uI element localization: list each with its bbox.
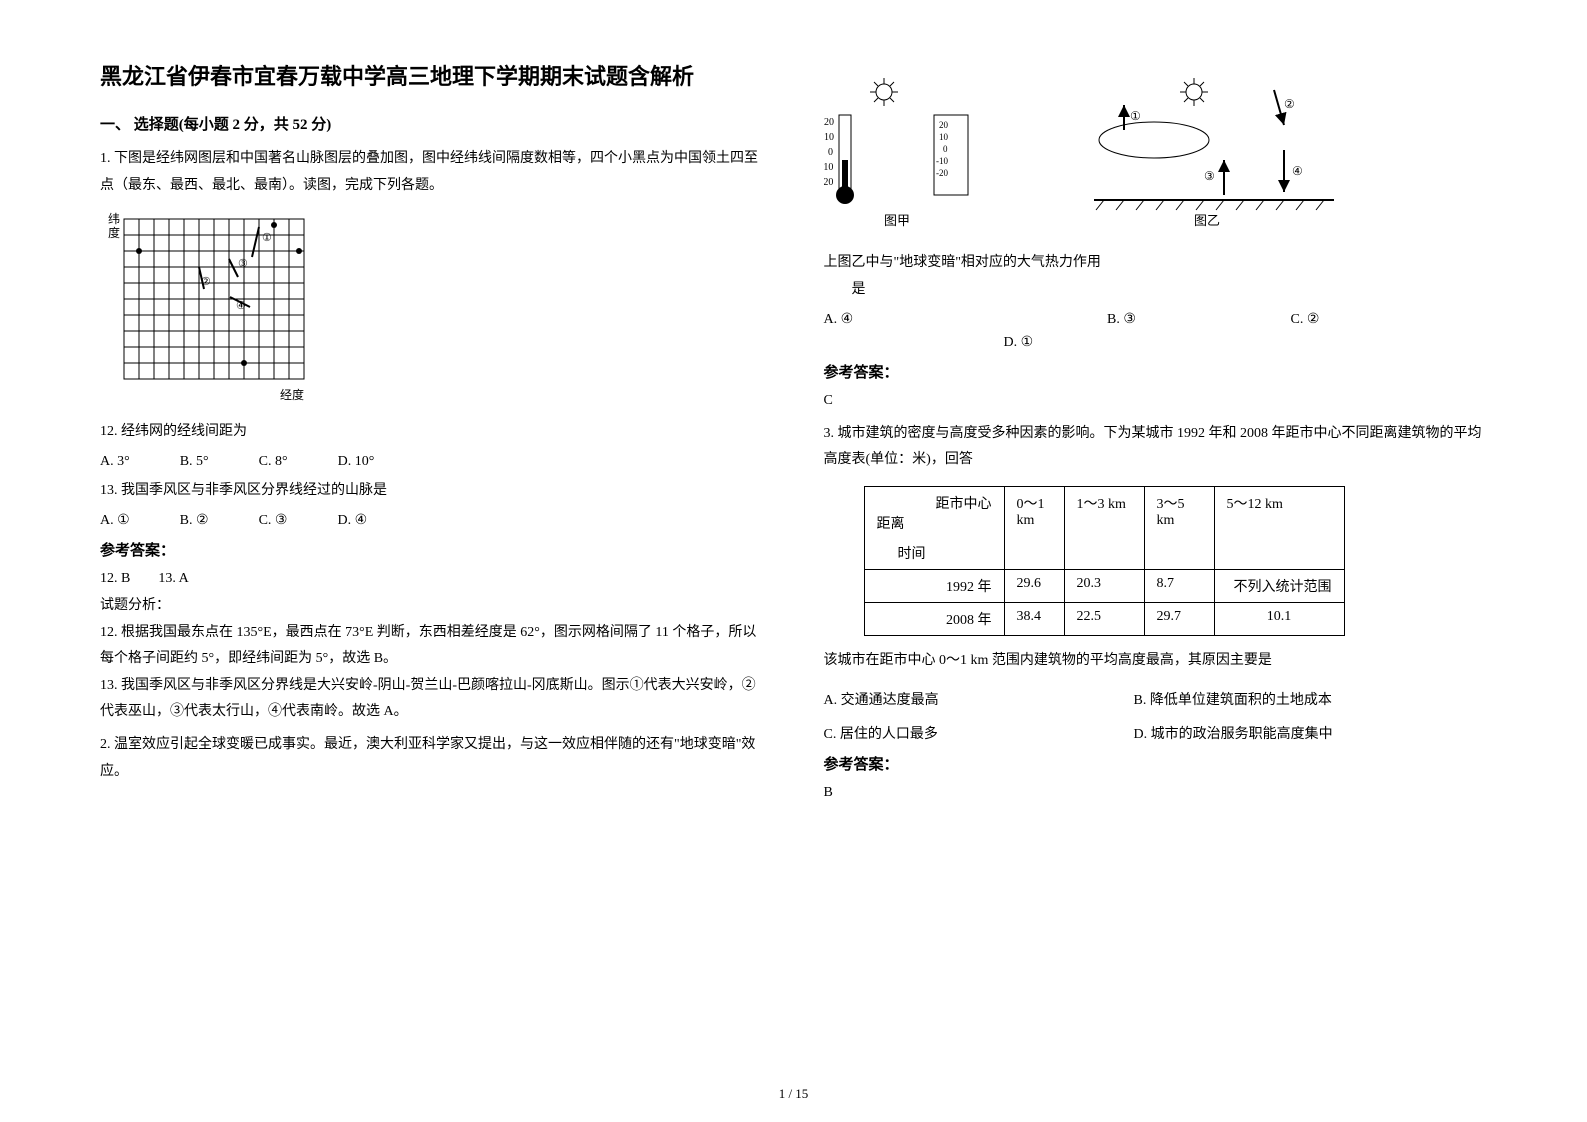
td-0-2: 8.7	[1144, 569, 1214, 602]
td-1-2: 29.7	[1144, 602, 1214, 635]
svg-text:④: ④	[1292, 164, 1303, 178]
svg-text:④: ④	[236, 300, 246, 312]
table-row: 2008 年 38.4 22.5 29.7 10.1	[864, 602, 1344, 635]
td-0-1: 20.3	[1064, 569, 1144, 602]
question-1-intro: 1. 下图是经纬网图层和中国著名山脉图层的叠加图，图中经纬线间隔度数相等，四个小…	[100, 146, 764, 199]
opt-13-c: C. ③	[259, 512, 288, 529]
opt-3-d: D. 城市的政治服务职能高度集中	[1134, 723, 1333, 743]
question-3-sub: 该城市在距市中心 0～1 km 范围内建筑物的平均高度最高，其原因主要是	[824, 648, 1488, 675]
opt-2-a: A. ④	[824, 311, 1104, 328]
section-heading: 一、 选择题(每小题 2 分，共 52 分)	[100, 113, 764, 134]
table-header-row: 距市中心 距离 时间 0～1 km 1～3 km 3～5 km 5～12 km	[864, 486, 1344, 569]
th-time-label: 时间	[877, 543, 992, 563]
fig1-ylabel: 纬	[108, 212, 120, 226]
svg-text:-10: -10	[824, 162, 833, 173]
page-number: 1 / 15	[0, 1086, 1587, 1102]
svg-text:①: ①	[262, 232, 272, 244]
answer-label-3: 参考答案：	[824, 753, 1488, 774]
th-col-1: 1～3 km	[1064, 486, 1144, 569]
opt-2-d: D. ①	[1004, 334, 1488, 351]
th-dist-label-b: 距离	[877, 513, 992, 533]
th-col-2: 3～5 km	[1144, 486, 1214, 569]
opt-13-d: D. ④	[337, 512, 367, 529]
svg-text:10: 10	[824, 132, 834, 143]
figure-1: 纬 度	[100, 209, 764, 409]
figure-2: 20 10 0 -10 -20 20 10 0 -10 -20 图甲	[824, 70, 1488, 240]
fig2-left-label: 图甲	[884, 213, 910, 228]
td-0-0: 29.6	[1004, 569, 1064, 602]
svg-text:10: 10	[939, 132, 949, 142]
svg-text:0: 0	[828, 147, 833, 158]
opt-13-b: B. ②	[180, 512, 209, 529]
question-13-text: 13. 我国季风区与非季风区分界线经过的山脉是	[100, 478, 764, 505]
question-2-sub2: 是	[824, 277, 1488, 304]
opt-12-c: C. 8°	[259, 454, 288, 470]
th-col-0: 0～1 km	[1004, 486, 1064, 569]
svg-text:20: 20	[939, 120, 949, 130]
opt-3-c: C. 居住的人口最多	[824, 723, 1134, 743]
td-year-1: 2008 年	[864, 602, 1004, 635]
opt-12-a: A. 3°	[100, 454, 130, 470]
svg-text:20: 20	[824, 117, 834, 128]
answer-12-13: 12. B 13. A	[100, 566, 764, 593]
question-2-intro: 2. 温室效应引起全球变暖已成事实。最近，澳大利亚科学家又提出，与这一效应相伴随…	[100, 732, 764, 785]
fig1-xlabel: 经度	[280, 387, 304, 402]
opt-3-a: A. 交通通达度最高	[824, 689, 1134, 709]
svg-text:0: 0	[943, 144, 948, 154]
svg-text:③: ③	[238, 258, 248, 270]
svg-text:-10: -10	[936, 156, 948, 166]
td-1-3: 10.1	[1214, 602, 1344, 635]
question-3-options: A. 交通通达度最高 B. 降低单位建筑面积的土地成本 C. 居住的人口最多 D…	[824, 689, 1488, 743]
document-title: 黑龙江省伊春市宜春万载中学高三地理下学期期末试题含解析	[100, 60, 764, 93]
td-0-3: 不列入统计范围	[1214, 569, 1344, 602]
answer-3: B	[824, 780, 1488, 807]
question-12-options: A. 3° B. 5° C. 8° D. 10°	[100, 454, 764, 470]
question-3-intro: 3. 城市建筑的密度与高度受多种因素的影响。下为某城市 1992 年和 2008…	[824, 421, 1488, 474]
th-col-3: 5～12 km	[1214, 486, 1344, 569]
svg-text:①: ①	[1130, 109, 1141, 123]
opt-12-b: B. 5°	[180, 454, 209, 470]
analysis-13: 13. 我国季风区与非季风区分界线是大兴安岭-阴山-贺兰山-巴颜喀拉山-冈底斯山…	[100, 673, 764, 726]
td-year-0: 1992 年	[864, 569, 1004, 602]
building-height-table: 距市中心 距离 时间 0～1 km 1～3 km 3～5 km 5～12 km …	[864, 486, 1345, 636]
svg-text:②: ②	[1284, 97, 1295, 111]
question-12-text: 12. 经纬网的经线间距为	[100, 419, 764, 446]
analysis-12: 12. 根据我国最东点在 135°E，最西点在 73°E 判断，东西相差经度是 …	[100, 620, 764, 673]
svg-text:度: 度	[108, 225, 120, 240]
svg-text:②: ②	[201, 276, 211, 288]
question-2-sub: 上图乙中与"地球变暗"相对应的大气热力作用	[824, 250, 1488, 277]
answer-label-1: 参考答案：	[100, 539, 764, 560]
opt-13-a: A. ①	[100, 512, 130, 529]
opt-2-c: C. ②	[1291, 312, 1320, 327]
answer-2: C	[824, 388, 1488, 415]
svg-text:③: ③	[1204, 169, 1215, 183]
opt-3-b: B. 降低单位建筑面积的土地成本	[1134, 689, 1332, 709]
td-1-1: 22.5	[1064, 602, 1144, 635]
answer-label-2: 参考答案：	[824, 361, 1488, 382]
th-dist-label-a: 距市中心	[877, 493, 992, 513]
fig2-right-label: 图乙	[1194, 213, 1220, 228]
analysis-label: 试题分析：	[100, 593, 764, 620]
td-1-0: 38.4	[1004, 602, 1064, 635]
opt-12-d: D. 10°	[338, 454, 375, 470]
opt-2-b: B. ③	[1107, 311, 1287, 328]
question-13-options: A. ① B. ② C. ③ D. ④	[100, 512, 764, 529]
table-row: 1992 年 29.6 20.3 8.7 不列入统计范围	[864, 569, 1344, 602]
svg-text:-20: -20	[824, 177, 833, 188]
svg-text:-20: -20	[936, 168, 948, 178]
question-2-options: A. ④ B. ③ C. ② D. ①	[824, 311, 1488, 351]
